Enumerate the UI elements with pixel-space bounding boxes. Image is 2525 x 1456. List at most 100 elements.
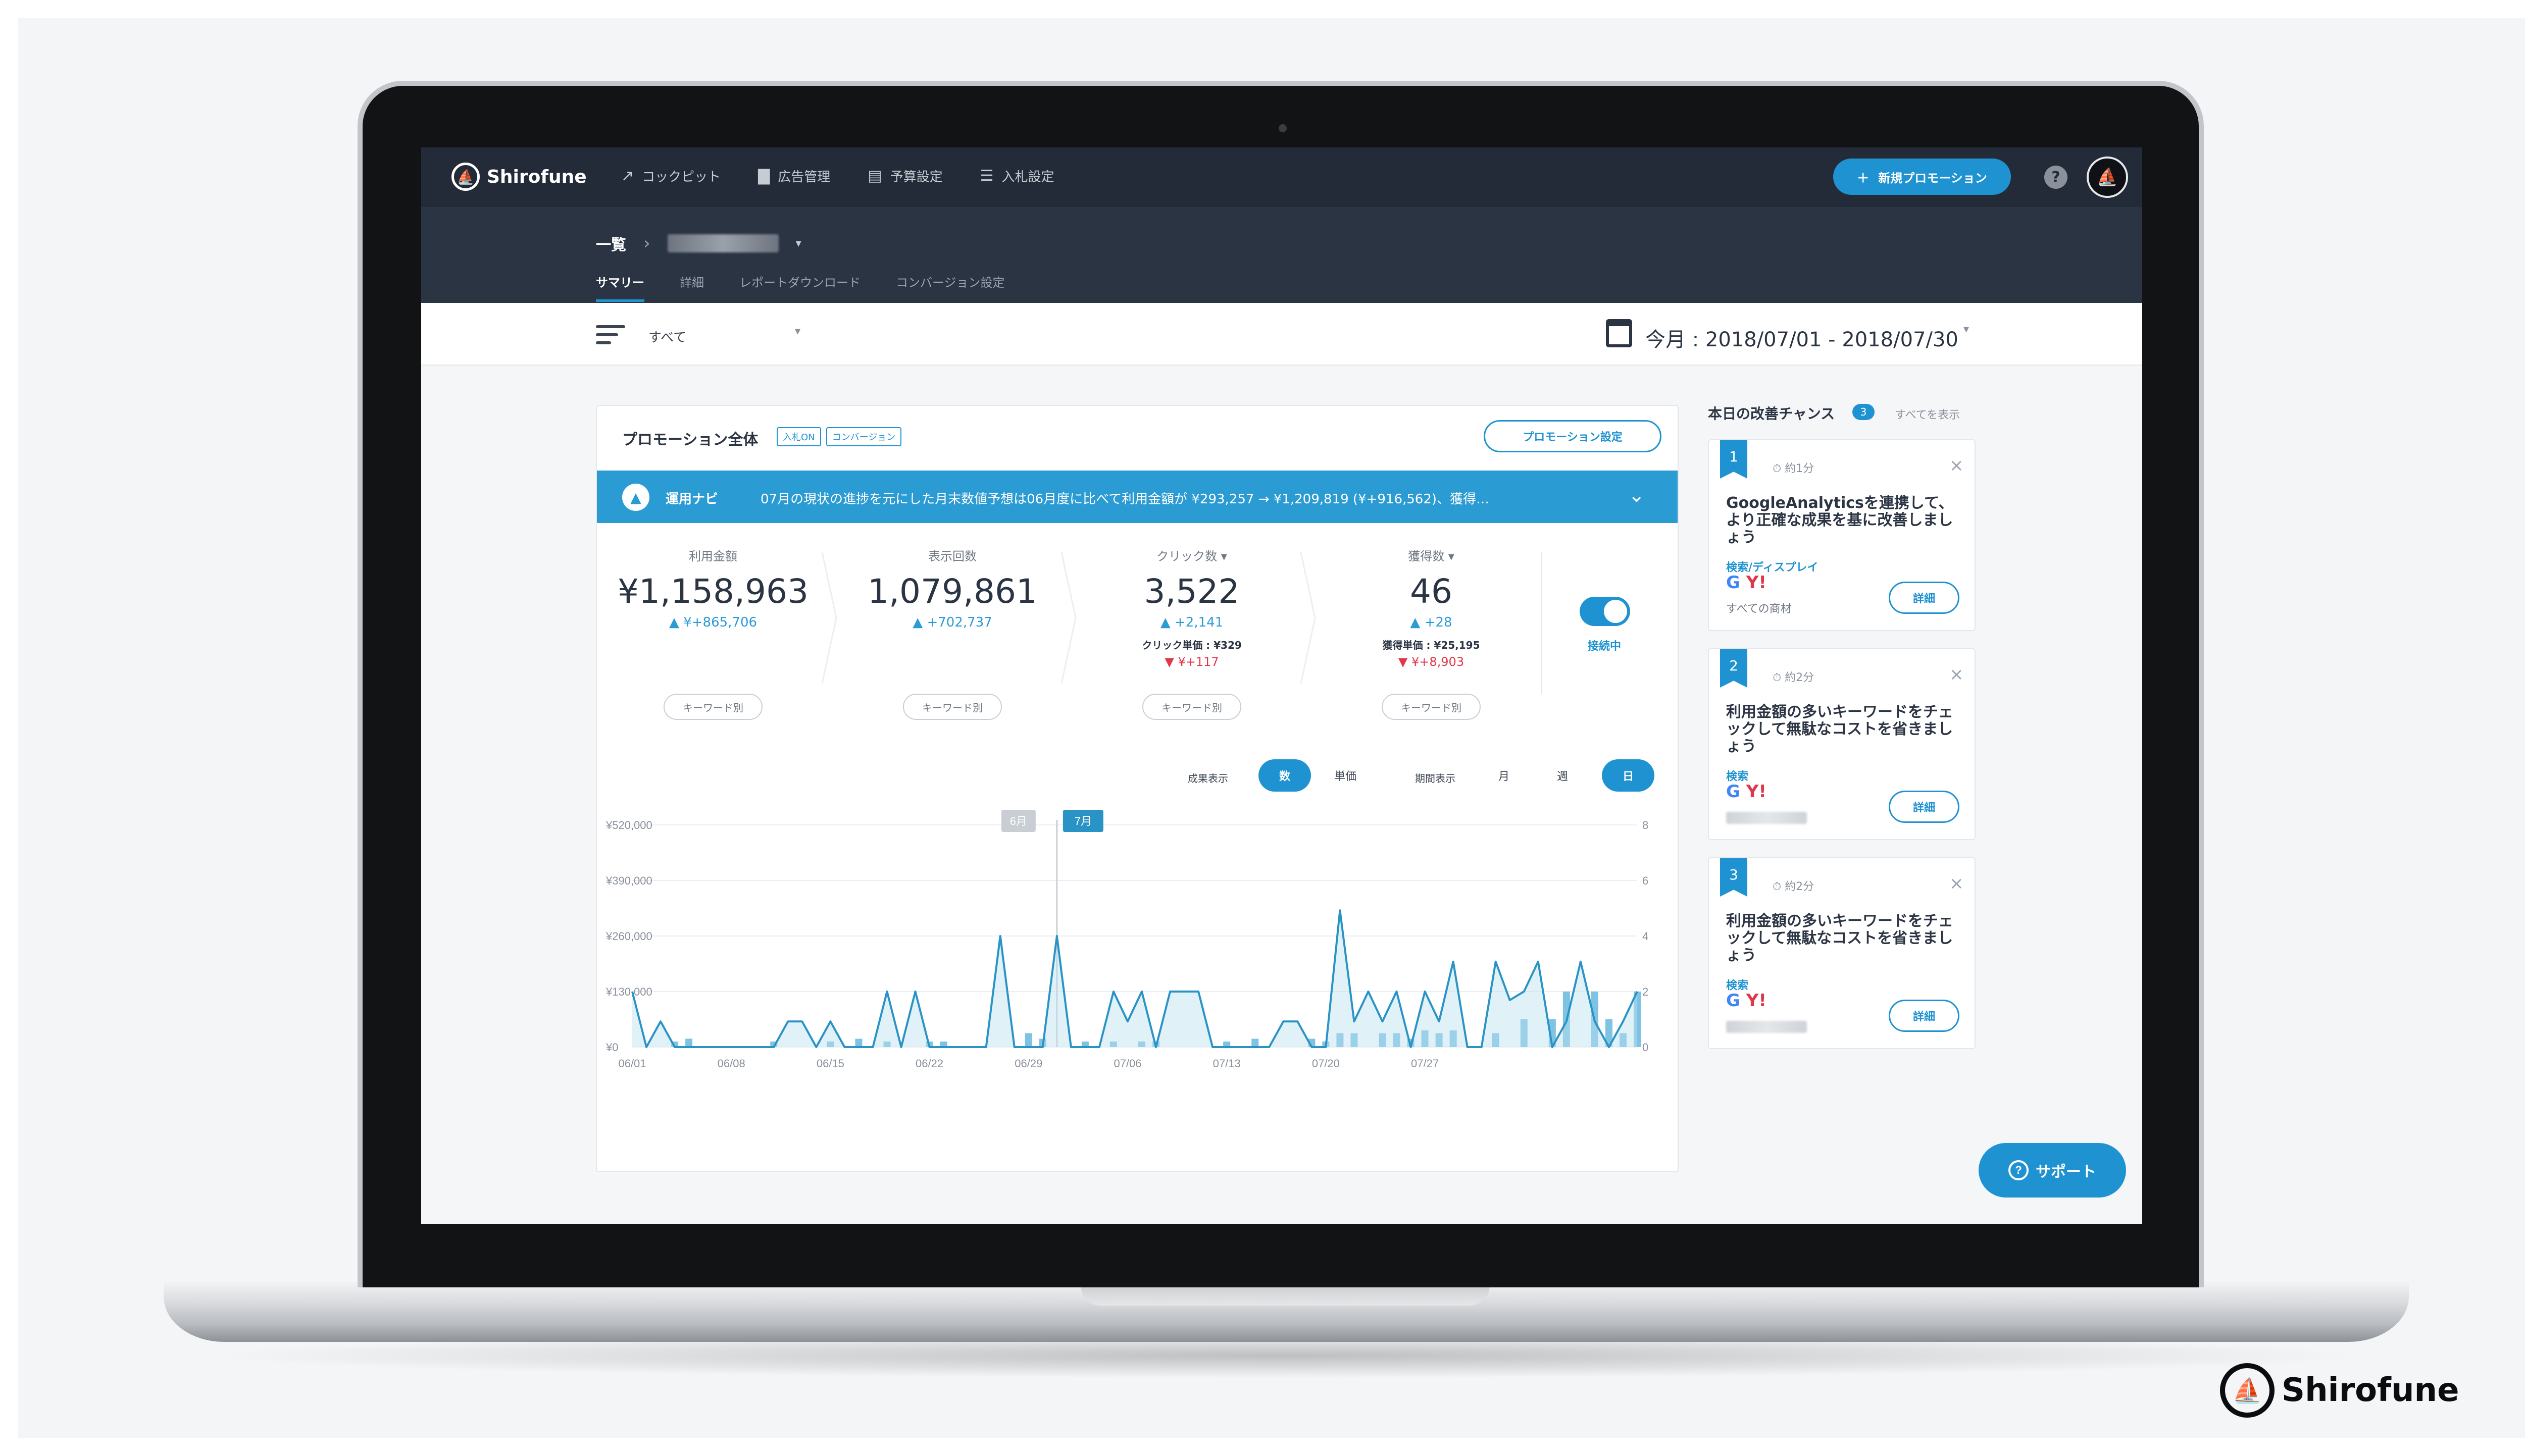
nav-item-label: 広告管理 bbox=[778, 170, 831, 185]
result-option-unit-price[interactable]: 単価 bbox=[1319, 759, 1372, 792]
google-yahoo-icon: G Y! bbox=[1726, 782, 1766, 802]
metric-impressions: 表示回数 1,079,861 ▲ +702,737 bbox=[846, 546, 1058, 630]
brand-name: Shirofune bbox=[487, 166, 587, 187]
metric-label[interactable]: クリック数 ▾ bbox=[1086, 546, 1298, 564]
tip-text: 利用金額の多いキーワードをチェックして無駄なコストを省きましょう bbox=[1726, 912, 1953, 964]
help-icon[interactable]: ? bbox=[2044, 166, 2067, 189]
sliders-icon: ☰ bbox=[980, 167, 994, 185]
chart-bar bbox=[1138, 1042, 1146, 1047]
x-tick-label: 07/20 bbox=[1312, 1057, 1340, 1070]
close-icon[interactable]: × bbox=[1949, 455, 1964, 476]
connection-toggle[interactable] bbox=[1580, 597, 1630, 626]
metric-sub-delta: ▼ ¥+8,903 bbox=[1398, 655, 1464, 669]
status-badge: 入札ON bbox=[777, 427, 821, 446]
month-label-bg bbox=[1001, 810, 1036, 832]
x-tick-label: 06/29 bbox=[1015, 1057, 1042, 1070]
performance-chart: ¥520,000 8¥390,000 6¥260,000 4¥130,000 2¥0 06… bbox=[605, 810, 1648, 1070]
keyword-breakdown-button[interactable]: キーワード別 bbox=[1142, 694, 1241, 720]
top-navigation: ⛵ Shirofune ↗ コックピット ▇ 広告管理 ▤ 予算設定 ☰ 入札設… bbox=[421, 147, 2142, 207]
operation-navi-banner[interactable]: ▲ 運用ナビ 07月の現状の進捗を元にした月末数値予想は06月度に比べて利用金額… bbox=[597, 471, 1678, 523]
tip-detail-button[interactable]: 詳細 bbox=[1889, 791, 1959, 823]
breadcrumb-root[interactable]: 一覧 bbox=[596, 236, 626, 254]
tip-time: ⏱ 約2分 bbox=[1773, 880, 1814, 893]
improvement-tip-card[interactable]: 3 ⏱ 約2分 × 利用金額の多いキーワードをチェックして無駄なコストを省きまし… bbox=[1708, 857, 1976, 1049]
count-badge: 3 bbox=[1852, 404, 1875, 420]
caret-down-icon[interactable]: ▾ bbox=[1963, 323, 1970, 336]
y-tick-label-right: 4 bbox=[1642, 930, 1648, 943]
period-display-label: 期間表示 bbox=[1415, 772, 1455, 785]
metric-value: 1,079,861 bbox=[868, 572, 1037, 611]
metric-sub: 獲得単価 : ¥25,195 bbox=[1382, 639, 1480, 651]
chart-bar bbox=[1492, 1033, 1499, 1047]
avatar[interactable]: ⛵ bbox=[2087, 157, 2128, 198]
chart-bar bbox=[1109, 1042, 1117, 1047]
metric-delta-value: +2,141 bbox=[1175, 615, 1224, 630]
tab-conversion-settings[interactable]: コンバージョン設定 bbox=[896, 276, 1005, 290]
new-promotion-label: 新規プロモーション bbox=[1878, 171, 1987, 185]
chevron-down-icon[interactable]: ⌄ bbox=[1628, 484, 1645, 507]
improvement-tip-card[interactable]: 2 ⏱ 約2分 × 利用金額の多いキーワードをチェックして無駄なコストを省きまし… bbox=[1708, 648, 1976, 840]
date-range-value[interactable]: 今月 : 2018/07/01 - 2018/07/30 bbox=[1645, 328, 1958, 351]
chart-bar bbox=[1336, 1033, 1344, 1047]
close-icon[interactable]: × bbox=[1949, 873, 1964, 894]
caret-down-icon[interactable]: ▾ bbox=[795, 237, 801, 250]
new-promotion-button[interactable]: ＋ 新規プロモーション bbox=[1833, 159, 2011, 195]
period-option-week[interactable]: 週 bbox=[1537, 759, 1588, 792]
calendar-icon[interactable] bbox=[1606, 319, 1632, 347]
y-tick-label-right: 2 bbox=[1642, 985, 1648, 998]
filter-icon[interactable] bbox=[596, 325, 625, 346]
tab-summary[interactable]: サマリー bbox=[596, 273, 644, 302]
chart-bar bbox=[855, 1038, 863, 1047]
divider bbox=[1541, 552, 1542, 694]
filter-select-value[interactable]: すべて bbox=[648, 330, 687, 345]
corner-brand-name: Shirofune bbox=[2282, 1372, 2459, 1409]
trend-icon: ↗ bbox=[621, 167, 634, 185]
brand-logo[interactable]: ⛵ Shirofune bbox=[451, 163, 587, 191]
chart-bar bbox=[1223, 1042, 1231, 1047]
view-all-link[interactable]: すべてを表示 bbox=[1895, 409, 1960, 422]
improvement-tip-card[interactable]: 1 ⏱ 約1分 × GoogleAnalyticsを連携して、より正確な成果を基… bbox=[1708, 439, 1976, 631]
breadcrumb-promotion-name-blurred[interactable] bbox=[667, 234, 779, 252]
period-option-day[interactable]: 日 bbox=[1602, 759, 1654, 792]
result-option-count[interactable]: 数 bbox=[1258, 759, 1311, 792]
nav-item-cockpit[interactable]: ↗ コックピット bbox=[621, 167, 721, 185]
close-icon[interactable]: × bbox=[1949, 664, 1964, 685]
caret-down-icon[interactable]: ▾ bbox=[795, 325, 801, 338]
nav-item-ad-management[interactable]: ▇ 広告管理 bbox=[758, 167, 830, 185]
metric-spend: 利用金額 ¥1,158,963 ▲ ¥+865,706 bbox=[607, 546, 819, 630]
month-label: 7月 bbox=[1075, 815, 1092, 827]
tip-time: ⏱ 約1分 bbox=[1773, 462, 1814, 475]
tip-detail-button[interactable]: 詳細 bbox=[1889, 1000, 1959, 1032]
folder-icon: ▇ bbox=[758, 167, 770, 185]
metric-label: 表示回数 bbox=[928, 549, 977, 563]
promotion-settings-button[interactable]: プロモーション設定 bbox=[1484, 420, 1661, 452]
month-label-bg bbox=[1063, 810, 1103, 832]
nav-item-bidding[interactable]: ☰ 入札設定 bbox=[980, 167, 1054, 185]
metric-delta-value: +702,737 bbox=[927, 615, 992, 630]
app-screen: ⛵ Shirofune ↗ コックピット ▇ 広告管理 ▤ 予算設定 ☰ 入札設… bbox=[421, 147, 2142, 1224]
metric-label[interactable]: 獲得数 ▾ bbox=[1325, 546, 1537, 564]
metric-sub: クリック単価 : ¥329 bbox=[1142, 639, 1242, 651]
tab-detail[interactable]: 詳細 bbox=[680, 276, 704, 290]
chart-bar bbox=[1619, 1033, 1627, 1047]
caret-down-icon: ▾ bbox=[1221, 549, 1227, 563]
tip-footer: すべての商材 bbox=[1726, 603, 1792, 615]
keyword-breakdown-button[interactable]: キーワード別 bbox=[1382, 694, 1481, 720]
keyword-breakdown-button[interactable]: キーワード別 bbox=[903, 694, 1002, 720]
tip-detail-button[interactable]: 詳細 bbox=[1889, 582, 1959, 614]
period-option-month[interactable]: 月 bbox=[1479, 759, 1529, 792]
tip-category: 検索/ディスプレイ bbox=[1726, 561, 1819, 574]
metric-label-text: 獲得数 bbox=[1408, 549, 1445, 563]
chart-bar bbox=[1435, 1033, 1443, 1047]
tab-report-download[interactable]: レポートダウンロード bbox=[739, 276, 861, 290]
navi-arrow-icon: ▲ bbox=[622, 484, 649, 511]
x-tick-label: 06/15 bbox=[817, 1057, 844, 1070]
tip-number-ribbon: 2 bbox=[1720, 649, 1747, 688]
keyword-breakdown-button[interactable]: キーワード別 bbox=[664, 694, 763, 720]
support-button[interactable]: ? サポート bbox=[1979, 1143, 2126, 1198]
metric-label: 利用金額 bbox=[689, 549, 737, 563]
nav-item-budget[interactable]: ▤ 予算設定 bbox=[868, 167, 942, 185]
x-tick-label: 07/06 bbox=[1114, 1057, 1141, 1070]
promotion-summary-card: プロモーション全体 入札ON コンバージョン プロモーション設定 ▲ 運用ナビ … bbox=[596, 405, 1679, 1172]
support-label: サポート bbox=[2036, 1164, 2096, 1180]
